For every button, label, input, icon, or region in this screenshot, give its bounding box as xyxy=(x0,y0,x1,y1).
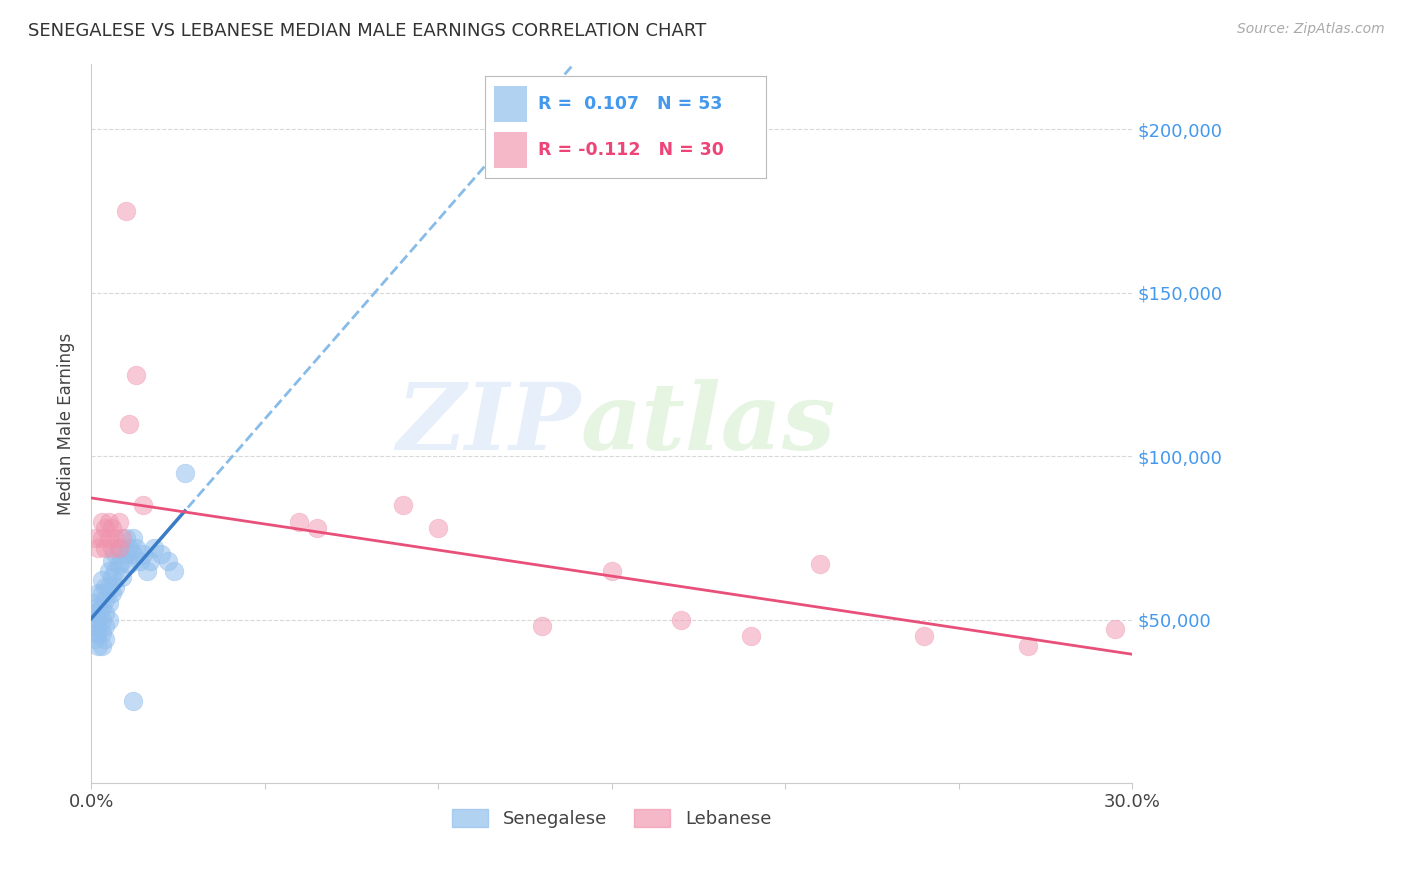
Point xyxy=(97,580,120,594)
Point xyxy=(90,515,112,529)
Point xyxy=(1104,623,1126,637)
Point xyxy=(101,554,124,568)
Point xyxy=(305,521,328,535)
Point xyxy=(101,570,124,584)
Point xyxy=(104,580,127,594)
Point xyxy=(104,531,127,545)
Point xyxy=(90,531,112,545)
Point xyxy=(104,564,127,578)
Point xyxy=(121,531,143,545)
Point xyxy=(90,599,112,614)
Point xyxy=(94,593,117,607)
Point xyxy=(135,564,157,578)
Point xyxy=(111,570,134,584)
Y-axis label: Median Male Earnings: Median Male Earnings xyxy=(58,333,75,515)
Point xyxy=(94,521,117,535)
Point xyxy=(87,625,110,640)
Point xyxy=(90,574,112,588)
Point xyxy=(97,596,120,610)
Point xyxy=(392,498,415,512)
Point xyxy=(87,586,110,600)
Point xyxy=(128,554,150,568)
Point xyxy=(600,564,623,578)
Point xyxy=(808,557,831,571)
Point xyxy=(111,554,134,568)
Point xyxy=(87,541,110,555)
Point xyxy=(101,541,124,555)
Point xyxy=(87,639,110,653)
Point xyxy=(94,541,117,555)
Point xyxy=(163,564,186,578)
Point xyxy=(531,619,554,633)
Bar xyxy=(494,132,527,168)
Point xyxy=(111,531,134,545)
Point xyxy=(94,619,117,633)
Point xyxy=(97,515,120,529)
Point xyxy=(83,632,105,647)
Point xyxy=(87,599,110,614)
Point xyxy=(108,557,131,571)
Point xyxy=(139,554,162,568)
Point xyxy=(108,515,131,529)
Point xyxy=(142,541,165,555)
Point xyxy=(94,580,117,594)
Point xyxy=(108,541,131,555)
Point xyxy=(115,547,138,561)
Point xyxy=(83,531,105,545)
Point xyxy=(121,547,143,561)
Point xyxy=(94,632,117,647)
Point xyxy=(101,521,124,535)
Point xyxy=(94,606,117,620)
Point xyxy=(83,606,105,620)
Point xyxy=(118,557,141,571)
Point xyxy=(115,531,138,545)
Point xyxy=(87,613,110,627)
Point xyxy=(740,629,762,643)
Legend: Senegalese, Lebanese: Senegalese, Lebanese xyxy=(446,801,779,835)
Point xyxy=(427,521,450,535)
Point xyxy=(82,596,104,610)
Point xyxy=(83,619,105,633)
Point xyxy=(149,547,172,561)
Text: SENEGALESE VS LEBANESE MEDIAN MALE EARNINGS CORRELATION CHART: SENEGALESE VS LEBANESE MEDIAN MALE EARNI… xyxy=(28,22,706,40)
Text: R = -0.112   N = 30: R = -0.112 N = 30 xyxy=(538,141,724,159)
Point xyxy=(288,515,311,529)
Point xyxy=(97,613,120,627)
Point xyxy=(132,498,155,512)
Text: R =  0.107   N = 53: R = 0.107 N = 53 xyxy=(538,95,723,113)
Point xyxy=(115,204,138,219)
Text: atlas: atlas xyxy=(581,378,835,468)
Text: ZIP: ZIP xyxy=(396,378,581,468)
Point xyxy=(101,586,124,600)
Point xyxy=(912,629,935,643)
Point xyxy=(108,541,131,555)
Point xyxy=(121,694,143,708)
Point xyxy=(104,547,127,561)
Point xyxy=(90,586,112,600)
Point xyxy=(86,625,108,640)
Bar xyxy=(494,87,527,122)
Point xyxy=(97,531,120,545)
Point xyxy=(173,466,195,480)
Point xyxy=(97,564,120,578)
Point xyxy=(125,541,148,555)
Point xyxy=(90,639,112,653)
Point xyxy=(90,613,112,627)
Point xyxy=(86,613,108,627)
Point xyxy=(1017,639,1039,653)
Point xyxy=(90,625,112,640)
Point xyxy=(118,417,141,431)
Point xyxy=(669,613,692,627)
Point xyxy=(156,554,179,568)
Point xyxy=(118,541,141,555)
Point xyxy=(125,368,148,382)
Text: Source: ZipAtlas.com: Source: ZipAtlas.com xyxy=(1237,22,1385,37)
Point xyxy=(132,547,155,561)
